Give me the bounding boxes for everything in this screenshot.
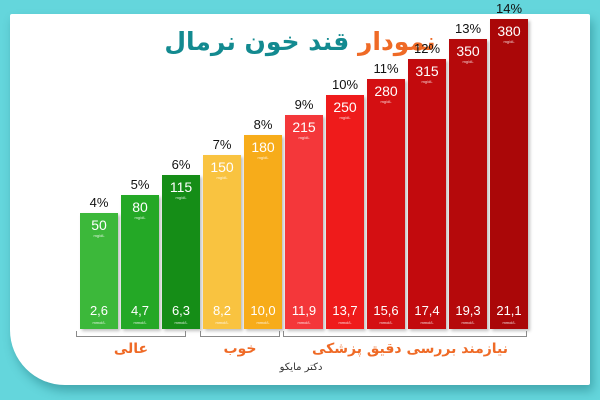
bar-mmol-value: 19,3 — [455, 303, 481, 318]
bar-percent-label: 14% — [495, 1, 523, 16]
bar-percent-label: 5% — [130, 177, 150, 192]
bar-mmol-unit: mmol/L — [420, 320, 434, 325]
bar-percent-label: 4% — [89, 195, 109, 210]
bar-mmol-value: 21,1 — [496, 303, 522, 318]
bar-percent-label: 10% — [331, 77, 359, 92]
bar-mg-value: 315 — [415, 63, 439, 79]
bar-mmol-unit: mmol/L — [338, 320, 352, 325]
bar-mg-value: 80 — [132, 199, 148, 215]
bar: 215 mg/dL 11,9 mmol/L — [285, 115, 323, 329]
bar-mg-unit: mg/dL — [339, 115, 351, 120]
bar-percent-label: 6% — [171, 157, 191, 172]
bar-mmol-unit: mmol/L — [297, 320, 311, 325]
bar-mg-value: 150 — [210, 159, 234, 175]
bar-mmol-value: 13,7 — [332, 303, 358, 318]
bar: 150 mg/dL 8,2 mmol/L — [203, 155, 241, 329]
bar-mg-value: 280 — [374, 83, 398, 99]
bar-mmol-value: 10,0 — [250, 303, 276, 318]
bar-mmol-unit: mmol/L — [133, 320, 147, 325]
bar-mg-value: 50 — [91, 217, 107, 233]
group-bracket-good — [200, 331, 280, 337]
bar-mmol-unit: mmol/L — [215, 320, 229, 325]
bar: 315 mg/dL 17,4 mmol/L — [408, 59, 446, 329]
bar-mg-value: 350 — [456, 43, 480, 59]
bar-mg-value: 250 — [333, 99, 357, 115]
bar-percent-label: 7% — [212, 137, 232, 152]
bar-mmol-unit: mmol/L — [502, 320, 516, 325]
bar-percent-label: 9% — [294, 97, 314, 112]
bar-percent-label: 11% — [373, 61, 399, 76]
bar-mmol-value: 17,4 — [414, 303, 440, 318]
bar-percent-label: 13% — [454, 21, 482, 36]
bar-mmol-value: 4,7 — [130, 303, 150, 318]
bar-mg-value: 380 — [497, 23, 521, 39]
bar-mmol-value: 6,3 — [171, 303, 191, 318]
bar-mmol-value: 8,2 — [212, 303, 232, 318]
bar-mmol-value: 2,6 — [89, 303, 109, 318]
bar-mg-value: 215 — [292, 119, 316, 135]
bar-mg-unit: mg/dL — [503, 39, 515, 44]
brand-logo-text: دکتر مایکو — [279, 362, 323, 373]
bar-mg-unit: mg/dL — [380, 99, 392, 104]
bar-mmol-unit: mmol/L — [174, 320, 188, 325]
bar-percent-label: 8% — [253, 117, 273, 132]
group-label-needs-review: نیازمند بررسی دقیق پزشکی — [311, 341, 509, 357]
bar-mmol-unit: mmol/L — [461, 320, 475, 325]
bar-percent-label: 12% — [413, 41, 441, 56]
bar-mg-unit: mg/dL — [216, 175, 228, 180]
group-label-excellent: عالی — [113, 341, 149, 357]
group-bracket-excellent — [76, 331, 186, 337]
bar-mg-unit: mg/dL — [134, 215, 146, 220]
bar-mg-value: 115 — [169, 179, 193, 195]
bar: 350 mg/dL 19,3 mmol/L — [449, 39, 487, 329]
bar: 80 mg/dL 4,7 mmol/L — [121, 195, 159, 329]
chart-title: نمودار قند خون نرمال — [0, 27, 600, 57]
group-bracket-needs-review — [283, 331, 527, 337]
bar-mg-unit: mg/dL — [257, 155, 269, 160]
bar-mg-unit: mg/dL — [462, 59, 474, 64]
bar-mg-unit: mg/dL — [175, 195, 187, 200]
bar-mg-unit: mg/dL — [421, 79, 433, 84]
bar: 380 mg/dL 21,1 mmol/L — [490, 19, 528, 329]
bar-mmol-value: 11,9 — [291, 303, 317, 318]
bar-mmol-unit: mmol/L — [92, 320, 106, 325]
title-accent: نمودار — [358, 27, 436, 56]
title-main: قند خون نرمال — [164, 27, 350, 56]
bar: 250 mg/dL 13,7 mmol/L — [326, 95, 364, 329]
bar: 180 mg/dL 10,0 mmol/L — [244, 135, 282, 329]
bar-mmol-value: 15,6 — [373, 303, 399, 318]
bar-mg-unit: mg/dL — [298, 135, 310, 140]
bar-mmol-unit: mmol/L — [379, 320, 393, 325]
bar: 50 mg/dL 2,6 mmol/L — [80, 213, 118, 329]
bar-mg-value: 180 — [251, 139, 275, 155]
bar: 115 mg/dL 6,3 mmol/L — [162, 175, 200, 329]
bar-mg-unit: mg/dL — [93, 233, 105, 238]
group-label-good: خوب — [223, 341, 257, 357]
bar-mmol-unit: mmol/L — [256, 320, 270, 325]
bar: 280 mg/dL 15,6 mmol/L — [367, 79, 405, 329]
